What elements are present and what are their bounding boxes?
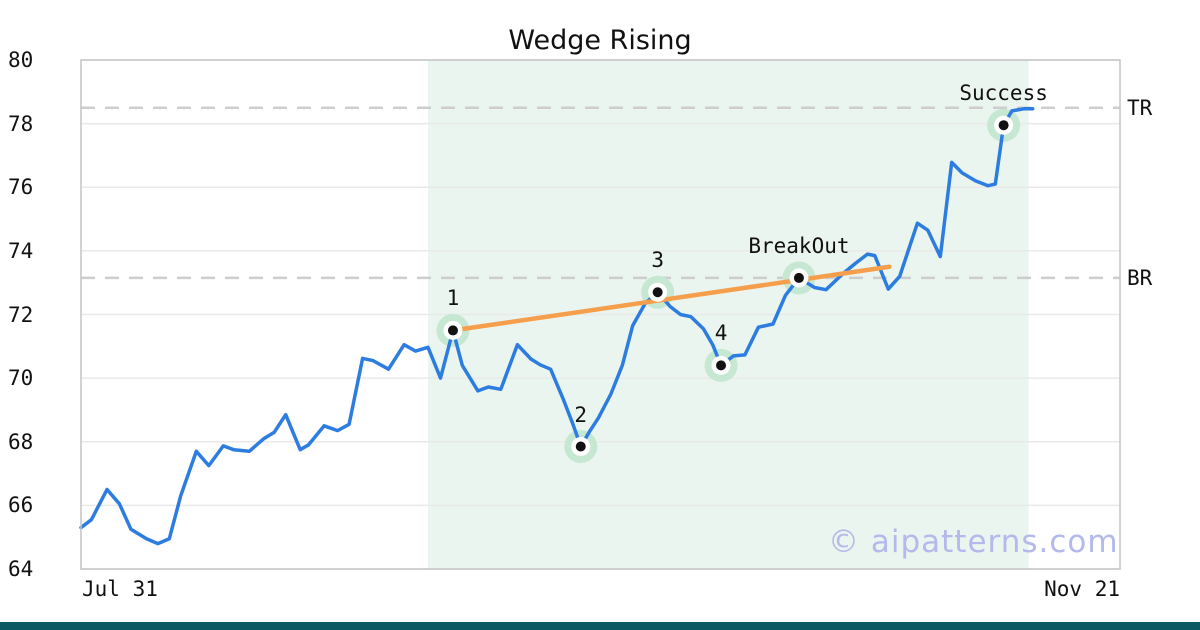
watermark: © aipatterns.com	[828, 524, 1119, 560]
y-tick-label: 74	[8, 238, 34, 263]
plot-border	[80, 59, 1121, 570]
marker-label-BreakOut: BreakOut	[748, 233, 850, 258]
footer-accent-bar	[0, 622, 1200, 630]
y-tick-label: 76	[8, 175, 34, 200]
marker-dot	[652, 287, 663, 298]
y-tick-label: 80	[8, 48, 34, 72]
marker-dot	[998, 120, 1009, 131]
level-label-TR: TR	[1127, 95, 1153, 120]
y-tick-label: 72	[8, 302, 34, 327]
x-axis-tick-start: Jul 31	[82, 577, 158, 601]
y-tick-label: 68	[8, 429, 34, 454]
marker-label-4: 4	[714, 321, 728, 346]
marker-dot	[575, 441, 586, 452]
marker-label-Success: Success	[959, 81, 1048, 106]
marker-label-2: 2	[574, 402, 588, 427]
marker-dot	[716, 360, 727, 371]
marker-dot	[447, 325, 458, 336]
marker-dot	[793, 272, 804, 283]
marker-label-1: 1	[446, 286, 460, 311]
price-line	[79, 106, 1035, 546]
marker-label-3: 3	[651, 248, 664, 273]
x-axis-tick-end: Nov 21	[1044, 577, 1120, 601]
y-tick-label: 70	[8, 366, 34, 391]
y-tick-label: 78	[8, 111, 34, 136]
trendline	[450, 264, 892, 333]
y-tick-label: 64	[8, 557, 34, 581]
chart-title: Wedge Rising	[508, 25, 692, 56]
level-label-BR: BR	[1127, 265, 1153, 290]
y-tick-label: 66	[8, 493, 34, 518]
